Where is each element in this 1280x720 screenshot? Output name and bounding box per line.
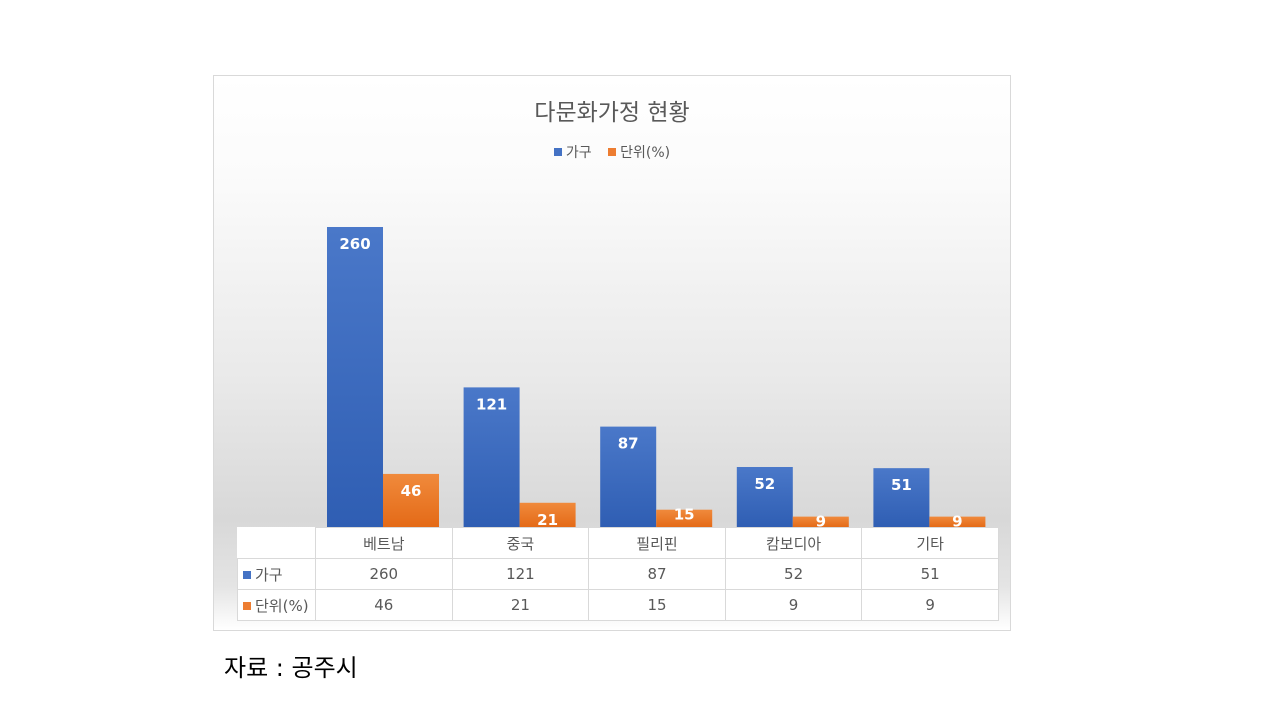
- bar-percent-3: [792, 516, 849, 527]
- data-label-percent-1: 21: [537, 511, 558, 529]
- table-category-1: 중국: [451, 527, 590, 559]
- table-category-4: 기타: [861, 527, 999, 559]
- table-cell: 21: [451, 589, 590, 621]
- legend-label-percent: 단위(%): [620, 145, 671, 161]
- data-label-percent-2: 15: [674, 506, 695, 524]
- table-corner: [237, 527, 316, 559]
- table-cell: 46: [315, 589, 453, 621]
- data-label-households-1: 121: [476, 395, 507, 413]
- table-row-head-percent: 단위(%): [237, 589, 316, 621]
- data-label-households-2: 87: [618, 435, 639, 453]
- table-cell: 15: [588, 589, 726, 621]
- table-row-head-households: 가구: [237, 558, 316, 590]
- table-cell: 9: [861, 589, 999, 621]
- table-header-row: 베트남 중국 필리핀 캄보디아 기타: [237, 527, 999, 559]
- data-label-households-0: 260: [339, 235, 370, 253]
- bar-percent-1: [519, 502, 576, 527]
- table-cell: 260: [315, 558, 453, 590]
- bar-percent-4: [929, 516, 986, 527]
- table-category-2: 필리핀: [588, 527, 726, 559]
- table-cell: 52: [724, 558, 863, 590]
- table-row-percent: 단위(%) 46 21 15 9 9: [237, 589, 999, 621]
- bar-percent-0: [383, 473, 439, 527]
- legend-swatch-households: [553, 148, 562, 156]
- legend-label-households: 가구: [565, 145, 592, 161]
- chart-title: 다문화가정 현황: [534, 100, 690, 126]
- table-cell: 51: [861, 558, 999, 590]
- legend-item-households: 가구: [553, 142, 592, 162]
- bar-households-4: [873, 468, 930, 527]
- table-row-label-households: 가구: [255, 565, 283, 584]
- table-cell: 9: [724, 589, 863, 621]
- chart-frame: 다문화가정 현황 가구 단위(%) 260 46 121 21 87 15 52 9 51 9 베…: [213, 75, 1011, 631]
- table-cell: 87: [588, 558, 726, 590]
- plot-area: 260 46 121 21 87 15 52 9 51 9: [327, 227, 986, 531]
- source-note: 자료 : 공주시: [224, 654, 358, 682]
- table-swatch-households: [243, 570, 251, 579]
- data-label-households-4: 51: [891, 476, 912, 494]
- table-cell: 121: [451, 558, 590, 590]
- table-category-3: 캄보디아: [724, 527, 863, 559]
- bar-households-1: [463, 387, 520, 527]
- table-category-0: 베트남: [315, 527, 453, 559]
- table-swatch-percent: [243, 601, 251, 610]
- bar-households-3: [736, 467, 793, 527]
- bar-percent-2: [656, 509, 713, 527]
- data-label-percent-4: 9: [952, 513, 962, 531]
- legend-swatch-percent: [608, 148, 617, 156]
- legend-item-percent: 단위(%): [608, 142, 670, 162]
- table-row-households: 가구 260 121 87 52 51: [237, 558, 999, 590]
- data-label-households-3: 52: [754, 475, 775, 493]
- bar-households-2: [600, 426, 657, 527]
- data-label-percent-0: 46: [401, 482, 422, 500]
- bar-households-0: [327, 227, 383, 527]
- data-label-percent-3: 9: [816, 513, 826, 531]
- data-table: 베트남 중국 필리핀 캄보디아 기타 가구 260 121 87 52 51 단…: [237, 527, 999, 621]
- table-row-label-percent: 단위(%): [255, 596, 309, 615]
- legend: 가구 단위(%): [214, 142, 1010, 162]
